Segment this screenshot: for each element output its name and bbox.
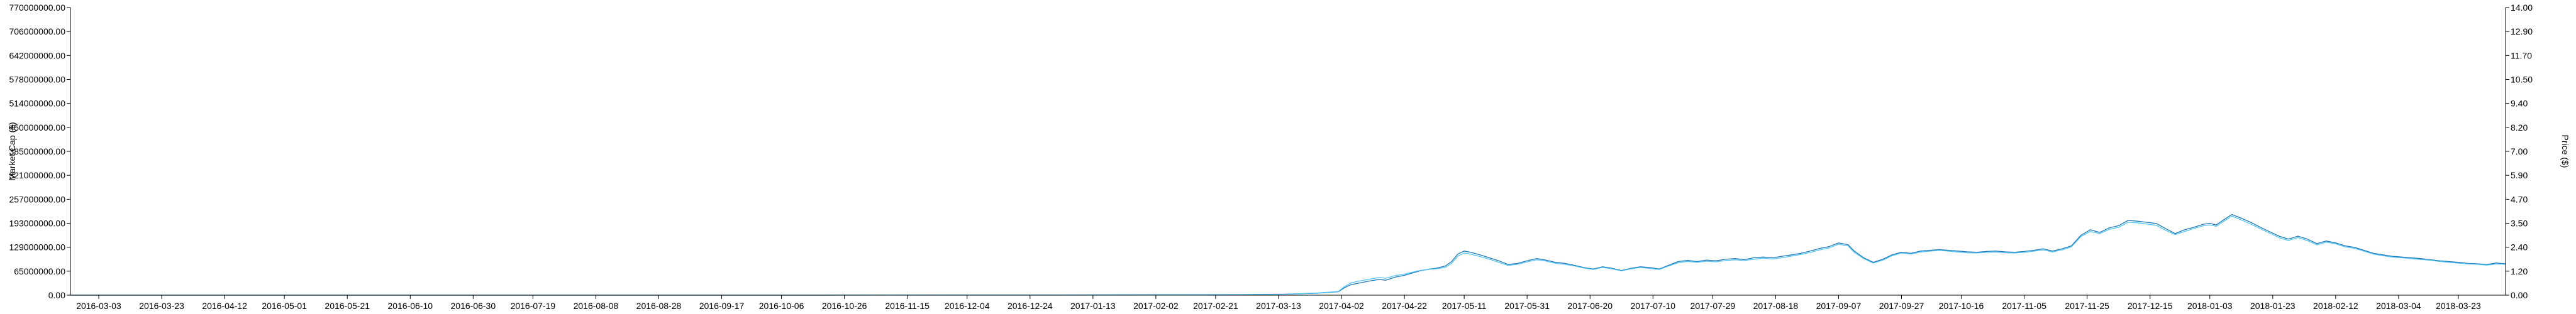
x-tick-label: 2018-03-04 [2376, 301, 2421, 311]
x-tick-label: 2016-12-04 [945, 301, 990, 311]
x-tick-label: 2017-04-02 [1319, 301, 1364, 311]
x-tick-label: 2017-07-29 [1690, 301, 1736, 311]
x-tick-label: 2017-09-07 [1816, 301, 1862, 311]
right-y-tick-label: 4.70 [2511, 194, 2528, 204]
x-tick-label: 2018-01-03 [2187, 301, 2233, 311]
right-y-tick-label: 0.00 [2511, 290, 2528, 300]
left-y-tick-label: 321000000.00 [9, 170, 65, 180]
x-tick-label: 2017-09-27 [1879, 301, 1924, 311]
right-y-tick-label: 7.00 [2511, 146, 2528, 156]
left-y-tick-label: 578000000.00 [9, 75, 65, 85]
left-y-tick-label: 385000000.00 [9, 146, 65, 156]
left-y-tick-label: 193000000.00 [9, 219, 65, 229]
x-tick-label: 2016-10-06 [759, 301, 804, 311]
x-tick-label: 2017-08-18 [1753, 301, 1799, 311]
right-y-tick-label: 14.00 [2511, 3, 2533, 13]
x-tick-label: 2017-02-02 [1133, 301, 1179, 311]
right-y-axis-label: Price ($) [2560, 135, 2570, 168]
x-tick-label: 2016-11-15 [885, 301, 930, 311]
x-tick-label: 2017-07-10 [1630, 301, 1675, 311]
market-cap-series-line [70, 214, 2506, 296]
right-y-tick-label: 8.20 [2511, 122, 2528, 133]
right-y-tick-label: 3.50 [2511, 219, 2528, 229]
right-y-tick-label: 2.40 [2511, 242, 2528, 252]
x-tick-label: 2016-03-23 [139, 301, 184, 311]
left-y-tick-label: 450000000.00 [9, 122, 65, 133]
x-tick-label: 2016-04-12 [202, 301, 247, 311]
plot-area [70, 214, 2506, 296]
left-y-axis-label: Market Cap ($) [7, 122, 17, 180]
right-y-tick-label: 10.50 [2511, 75, 2533, 85]
x-tick-label: 2018-02-12 [2313, 301, 2358, 311]
x-tick-label: 2017-05-31 [1504, 301, 1550, 311]
x-tick-label: 2017-12-15 [2128, 301, 2173, 311]
left-y-tick-label: 0.00 [48, 290, 65, 300]
x-tick-label: 2018-01-23 [2250, 301, 2296, 311]
x-tick-label: 2017-02-21 [1193, 301, 1238, 311]
x-tick-label: 2016-10-26 [822, 301, 867, 311]
right-y-tick-label: 5.90 [2511, 170, 2528, 180]
x-tick-label: 2017-11-05 [2002, 301, 2046, 311]
x-tick-label: 2016-05-21 [325, 301, 370, 311]
x-tick-label: 2016-07-19 [511, 301, 556, 311]
left-y-tick-label: 770000000.00 [9, 3, 65, 13]
x-tick-label: 2016-09-17 [699, 301, 745, 311]
x-tick-label: 2016-05-01 [262, 301, 307, 311]
right-y-tick-label: 11.70 [2511, 50, 2532, 60]
x-tick-label: 2017-11-25 [2065, 301, 2109, 311]
left-y-tick-label: 257000000.00 [9, 194, 65, 204]
right-y-axis-ticks: 0.00 1.20 2.40 3.50 4.70 5.90 7.00 8.20 9.40 10.5… [2506, 3, 2533, 300]
x-tick-label: 2017-01-13 [1070, 301, 1116, 311]
x-tick-label: 2016-03-03 [76, 301, 121, 311]
x-tick-label: 2016-12-24 [1008, 301, 1053, 311]
left-y-tick-label: 514000000.00 [9, 99, 65, 109]
x-tick-label: 2017-04-22 [1382, 301, 1427, 311]
left-y-tick-label: 65000000.00 [14, 266, 65, 276]
x-tick-label: 2016-06-30 [451, 301, 496, 311]
x-tick-label: 2017-03-13 [1256, 301, 1301, 311]
x-tick-label: 2016-08-28 [636, 301, 682, 311]
left-y-tick-label: 706000000.00 [9, 26, 65, 36]
x-tick-label: 2017-06-20 [1567, 301, 1613, 311]
x-tick-label: 2016-08-08 [574, 301, 619, 311]
right-y-tick-label: 12.90 [2511, 26, 2533, 36]
x-tick-label: 2018-03-23 [2436, 301, 2481, 311]
left-y-axis-ticks: 0.00 65000000.00 129000000.00 193000000.00 2… [9, 3, 70, 300]
left-y-tick-label: 129000000.00 [9, 242, 65, 252]
right-y-tick-label: 1.20 [2511, 266, 2528, 276]
x-axis-ticks: 2016-03-03 2016-03-23 2016-04-12 2016-05-01… [76, 295, 2481, 311]
x-tick-label: 2016-06-10 [387, 301, 433, 311]
x-tick-label: 2017-05-11 [1442, 301, 1487, 311]
x-tick-label: 2017-10-16 [1939, 301, 1984, 311]
left-y-tick-label: 642000000.00 [9, 50, 65, 60]
right-y-tick-label: 9.40 [2511, 99, 2528, 109]
price-series-line [70, 215, 2506, 296]
